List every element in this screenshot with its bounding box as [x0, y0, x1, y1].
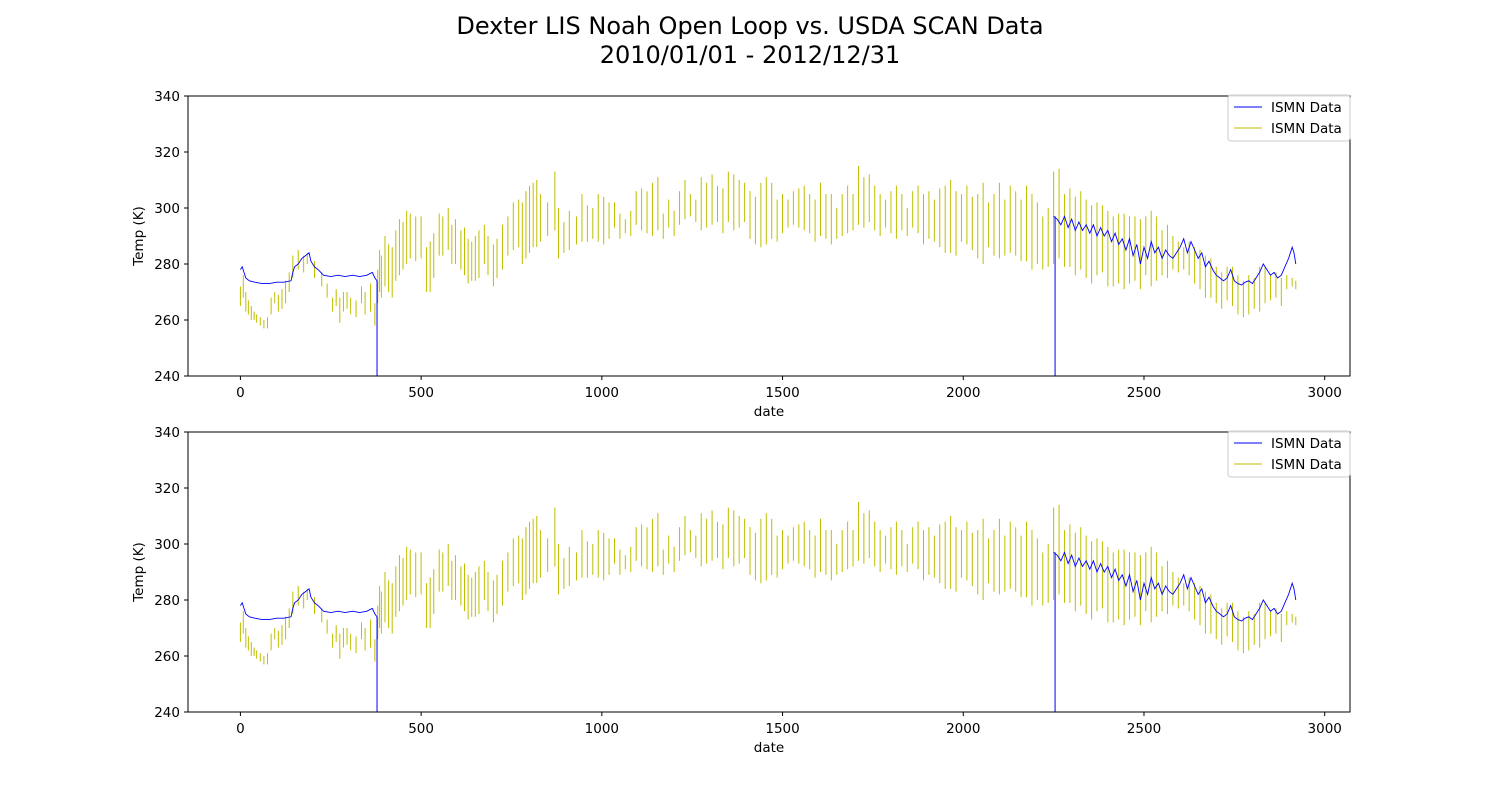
- x-tick-label: 2500: [1127, 385, 1161, 401]
- x-tick-label: 1500: [765, 721, 799, 737]
- x-tick-label: 500: [408, 385, 434, 401]
- subplot-top: 0 500 1000 1500 2000 2500 3000 240 260 280 300 320 3…: [131, 89, 1351, 420]
- y-tick-label: 240: [154, 705, 180, 721]
- series-blue-line: [1053, 215, 1297, 286]
- y-tick-label: 240: [154, 369, 180, 385]
- subplot-bottom: 0 500 1000 1500 2000 2500 3000 240 260 280 300 320 3…: [131, 425, 1351, 756]
- x-tick-label: 1000: [585, 385, 619, 401]
- plot-area: [239, 502, 1297, 712]
- x-tick-label: 2500: [1127, 721, 1161, 737]
- y-tick-label: 300: [154, 537, 180, 553]
- y-tick-label: 260: [154, 313, 180, 329]
- x-tick-label: 1000: [585, 721, 619, 737]
- series-blue-line: [1053, 551, 1297, 622]
- legend-label: ISMN Data: [1271, 100, 1342, 116]
- x-tick-label: 0: [236, 721, 245, 737]
- x-tick-label: 3000: [1308, 385, 1342, 401]
- y-axis-label: Temp (K): [131, 542, 147, 603]
- y-tick-label: 340: [154, 425, 180, 441]
- y-tick-label: 300: [154, 201, 180, 217]
- x-tick-label: 0: [236, 385, 245, 401]
- x-axis-label: date: [754, 404, 784, 420]
- x-tick-label: 2000: [946, 721, 980, 737]
- x-axis-label: date: [754, 740, 784, 756]
- axes-frame: [187, 431, 1351, 713]
- figure-title-line2: 2010/01/01 - 2012/12/31: [600, 41, 901, 69]
- legend-label: ISMN Data: [1271, 121, 1342, 137]
- y-tick-label: 280: [154, 257, 180, 273]
- y-tick-label: 340: [154, 89, 180, 105]
- y-tick-label: 280: [154, 593, 180, 609]
- figure-title-line1: Dexter LIS Noah Open Loop vs. USDA SCAN …: [456, 12, 1043, 40]
- series-blue-line: [240, 252, 378, 285]
- x-tick-label: 3000: [1308, 721, 1342, 737]
- legend-label: ISMN Data: [1271, 436, 1342, 452]
- x-tick-label: 2000: [946, 385, 980, 401]
- y-axis-label: Temp (K): [131, 206, 147, 267]
- plot-area: [239, 166, 1297, 376]
- x-tick-label: 1500: [765, 385, 799, 401]
- legend-label: ISMN Data: [1271, 457, 1342, 473]
- y-tick-label: 260: [154, 649, 180, 665]
- x-tick-label: 500: [408, 721, 434, 737]
- y-tick-label: 320: [154, 145, 180, 161]
- y-tick-label: 320: [154, 481, 180, 497]
- axes-frame: [187, 95, 1351, 377]
- series-blue-line: [240, 588, 378, 621]
